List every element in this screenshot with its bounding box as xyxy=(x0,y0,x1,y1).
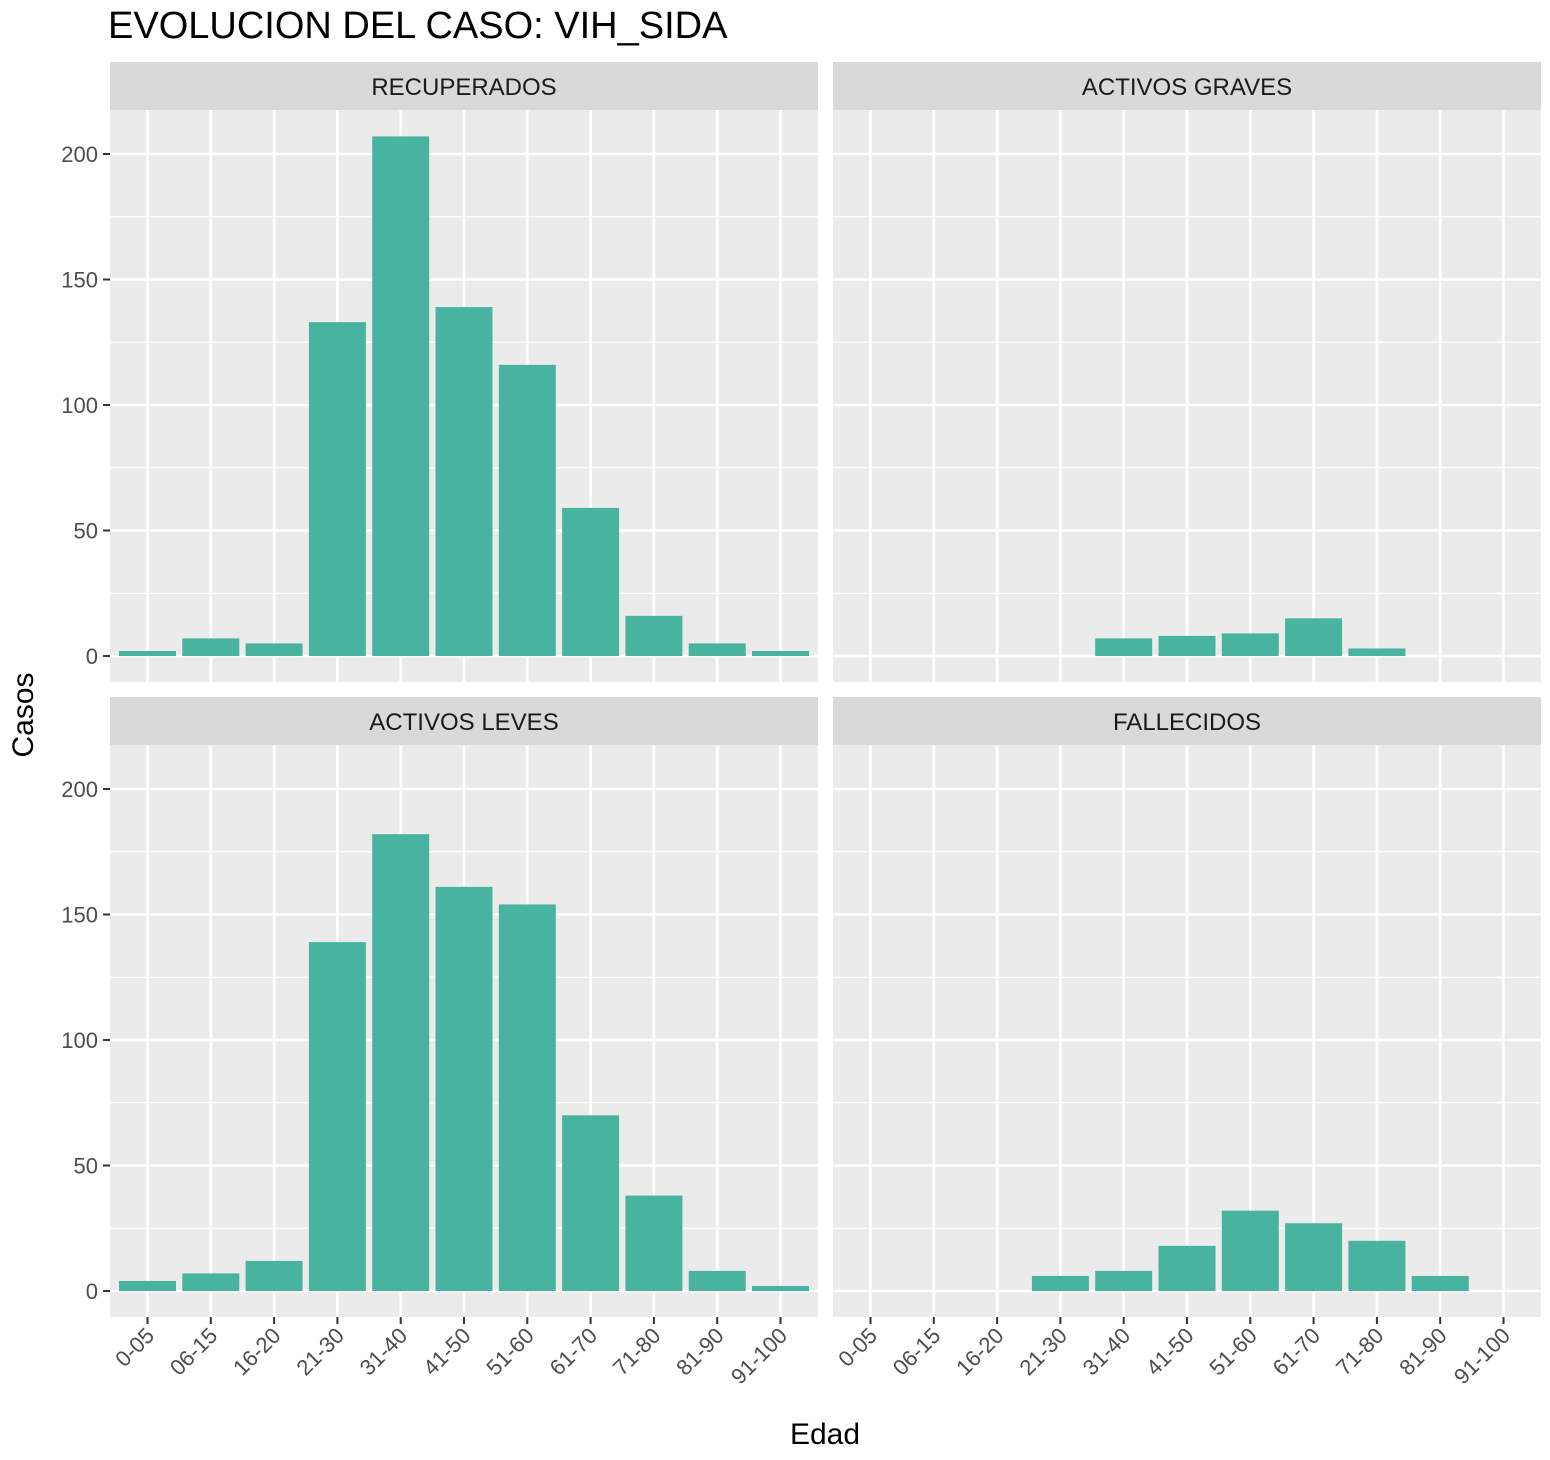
facet-strip xyxy=(833,697,1541,745)
x-tick-label: 0-05 xyxy=(110,1323,159,1372)
facet-strip xyxy=(110,697,818,745)
facet-strip-label: RECUPERADOS xyxy=(371,74,556,101)
facet-strip-label: ACTIVOS LEVES xyxy=(369,709,558,736)
bar-21-30 xyxy=(1031,1275,1089,1291)
bar-31-40 xyxy=(1095,638,1153,656)
bar-41-50 xyxy=(435,307,493,656)
x-tick-label: 51-60 xyxy=(481,1323,538,1380)
bar-16-20 xyxy=(245,1260,303,1291)
facet-strip-label: FALLECIDOS xyxy=(1113,709,1261,736)
bar-31-40 xyxy=(372,834,430,1291)
x-tick-label: 91-100 xyxy=(1449,1323,1515,1389)
bar-61-70 xyxy=(562,1115,620,1291)
x-axis-title: Edad xyxy=(790,1418,860,1451)
bar-81-90 xyxy=(688,643,746,656)
x-tick-label: 81-90 xyxy=(1394,1323,1451,1380)
bar-61-70 xyxy=(562,507,620,656)
bar-71-80 xyxy=(625,615,683,656)
chart-title: EVOLUCION DEL CASO: VIH_SIDA xyxy=(108,5,728,47)
bar-51-60 xyxy=(1221,1210,1279,1291)
bar-06-15 xyxy=(182,1273,240,1291)
y-tick-label: 150 xyxy=(61,903,98,928)
panel-recuperados: RECUPERADOS 0 50 100 150 200 xyxy=(61,62,818,682)
y-tick-label: 0 xyxy=(86,1279,98,1304)
x-tick-label: 61-70 xyxy=(1268,1323,1325,1380)
bar-71-80 xyxy=(625,1195,683,1291)
bar-21-30 xyxy=(308,322,366,656)
x-tick-label: 71-80 xyxy=(1331,1323,1388,1380)
bar-06-15 xyxy=(182,638,240,656)
bar-31-40 xyxy=(1095,1270,1153,1291)
y-tick-label: 100 xyxy=(61,1028,98,1053)
x-tick-label: 31-40 xyxy=(1078,1323,1135,1380)
bar-41-50 xyxy=(435,886,493,1291)
bar-0-05 xyxy=(119,650,176,656)
bar-21-30 xyxy=(308,942,366,1291)
bar-81-90 xyxy=(688,1270,746,1291)
bar-61-70 xyxy=(1285,1223,1343,1291)
bar-41-50 xyxy=(1158,635,1216,656)
facet-strip xyxy=(110,62,818,110)
bar-51-60 xyxy=(498,904,556,1291)
x-tick-label: 21-30 xyxy=(291,1323,348,1380)
panel-fallecidos: FALLECIDOS 0-05 06-15 16-20 21-30 31-40 41-50 5… xyxy=(833,697,1541,1389)
facet-strip-label: ACTIVOS GRAVES xyxy=(1082,74,1292,101)
y-tick-label: 50 xyxy=(74,1154,98,1179)
bar-0-05 xyxy=(119,1280,176,1291)
bar-51-60 xyxy=(498,364,556,656)
x-tick-label: 06-15 xyxy=(165,1323,222,1380)
bar-41-50 xyxy=(1158,1245,1216,1291)
x-tick-label: 81-90 xyxy=(671,1323,728,1380)
x-tick-label: 0-05 xyxy=(833,1323,882,1372)
x-tick-label: 16-20 xyxy=(228,1323,285,1380)
x-tick-label: 16-20 xyxy=(951,1323,1008,1380)
x-tick-label: 71-80 xyxy=(608,1323,665,1380)
panel-activos-leves: ACTIVOS LEVES 0 50 100 150 200 0-05 06-15 16-20 2… xyxy=(61,697,818,1389)
y-tick-label: 200 xyxy=(61,142,98,167)
facet-panels: RECUPERADOS 0 50 100 150 200 ACTIVOS GRAVES ACT… xyxy=(61,62,1541,1389)
bar-31-40 xyxy=(372,136,430,656)
y-tick-label: 100 xyxy=(61,393,98,418)
bar-91-100 xyxy=(752,1285,809,1291)
x-tick-label: 91-100 xyxy=(726,1323,792,1389)
x-tick-label: 21-30 xyxy=(1014,1323,1071,1380)
bar-51-60 xyxy=(1221,633,1279,656)
y-tick-label: 150 xyxy=(61,268,98,293)
bar-71-80 xyxy=(1348,648,1406,656)
x-tick-label: 31-40 xyxy=(355,1323,412,1380)
y-tick-label: 200 xyxy=(61,777,98,802)
panel-activos-graves: ACTIVOS GRAVES xyxy=(833,62,1541,682)
y-tick-label: 50 xyxy=(74,519,98,544)
x-tick-label: 06-15 xyxy=(888,1323,945,1380)
bar-16-20 xyxy=(245,643,303,656)
bar-61-70 xyxy=(1285,618,1343,656)
facet-strip xyxy=(833,62,1541,110)
x-tick-label: 51-60 xyxy=(1204,1323,1261,1380)
y-axis-title: Casos xyxy=(7,672,40,757)
bar-81-90 xyxy=(1411,1275,1469,1291)
x-tick-label: 41-50 xyxy=(418,1323,475,1380)
bar-91-100 xyxy=(752,650,809,656)
x-tick-label: 41-50 xyxy=(1141,1323,1198,1380)
x-tick-label: 61-70 xyxy=(545,1323,602,1380)
y-tick-label: 0 xyxy=(86,644,98,669)
bar-71-80 xyxy=(1348,1240,1406,1291)
